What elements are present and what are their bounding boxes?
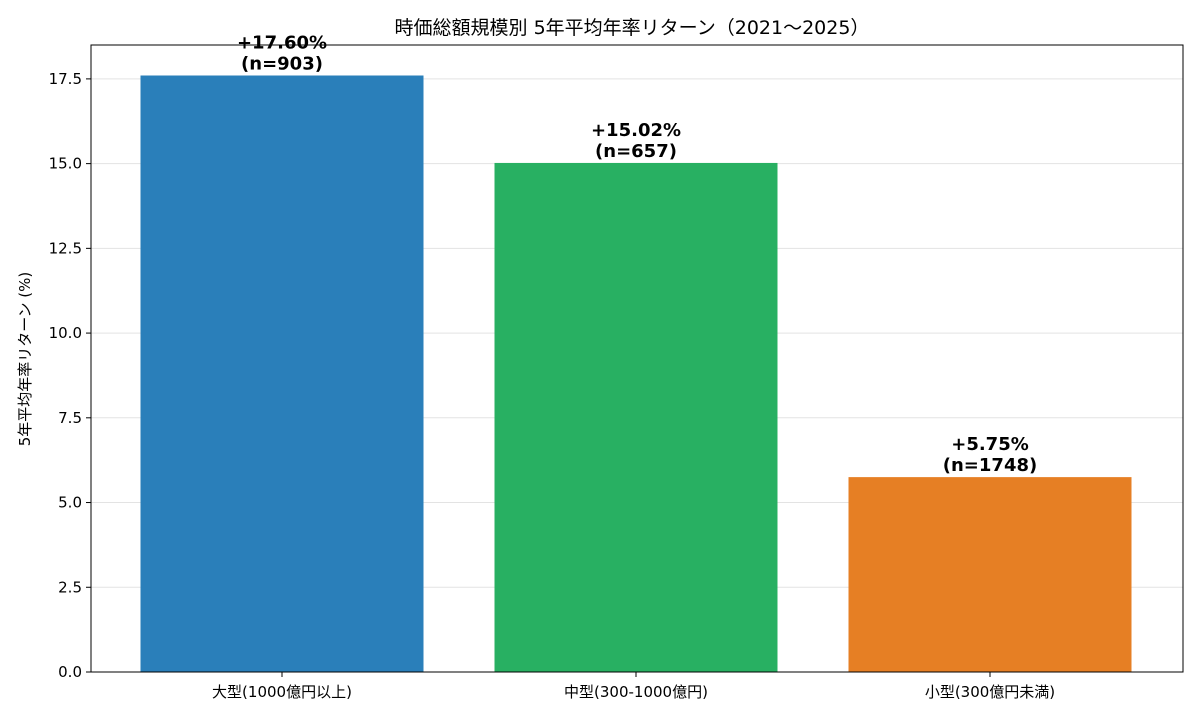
bar-count-label: (n=657) (595, 141, 677, 162)
x-tick-label: 大型(1000億円以上) (212, 683, 352, 701)
bar-count-label: (n=1748) (943, 455, 1037, 476)
y-axis-title: 5年平均年率リターン (%) (16, 272, 34, 447)
y-tick-label: 2.5 (58, 578, 82, 596)
bar-3 (848, 477, 1132, 672)
bar-2 (494, 162, 778, 672)
plot-frame (90, 44, 1184, 673)
bar-count-label: (n=903) (241, 54, 323, 75)
y-tick-label: 17.5 (49, 70, 82, 88)
bar-labels: +17.60%(n=903) +15.02%(n=657) +5.75%(n=174… (237, 33, 1037, 477)
y-tick-label: 10.0 (49, 324, 82, 342)
x-tick-label: 小型(300億円未満) (925, 683, 1055, 701)
y-tick-label: 5.0 (58, 494, 82, 512)
y-tick-label: 7.5 (58, 409, 82, 427)
y-tick-label: 15.0 (49, 155, 82, 173)
bar-value-label: +5.75% (951, 434, 1029, 455)
bar-1 (140, 75, 424, 673)
bars (140, 75, 1132, 673)
bar-value-label: +15.02% (591, 120, 681, 141)
y-tick-label: 12.5 (49, 239, 82, 257)
bar-value-label: +17.60% (237, 33, 327, 54)
chart-title: 時価総額規模別 5年平均年率リターン（2021〜2025） (395, 17, 870, 39)
axes: 大型(1000億円以上) 中型(300-1000億円) 小型(300億円未満) 0.0… (49, 44, 1184, 701)
y-tick-label: 0.0 (58, 663, 82, 681)
x-tick-label: 中型(300-1000億円) (564, 683, 708, 701)
